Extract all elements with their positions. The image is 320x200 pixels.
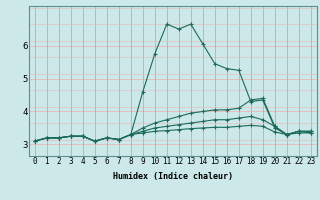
X-axis label: Humidex (Indice chaleur): Humidex (Indice chaleur) (113, 172, 233, 181)
